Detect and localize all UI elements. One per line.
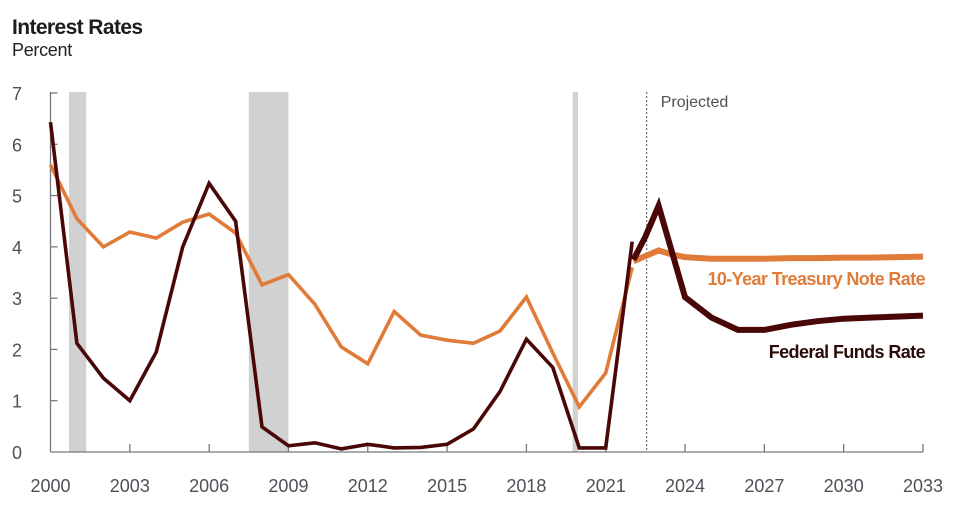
- x-tick-label: 2006: [189, 476, 229, 496]
- series-lines: [48, 121, 924, 451]
- y-tick-label: 6: [12, 135, 22, 155]
- projected-label: Projected: [661, 94, 729, 111]
- recession-bands: [69, 92, 578, 452]
- chart-title: Interest Rates: [12, 16, 143, 39]
- y-tick-label: 3: [12, 289, 22, 309]
- x-tick-label: 2021: [586, 476, 626, 496]
- x-tick-label: 2015: [427, 476, 467, 496]
- x-tick-label: 2027: [744, 476, 784, 496]
- treasury-rate-projected-line: [632, 247, 924, 264]
- fed-funds-rate-historical-line: [48, 121, 634, 451]
- x-tick-label: 2000: [30, 476, 70, 496]
- treasury-rate-label: 10-Year Treasury Note Rate: [707, 269, 925, 289]
- x-tick-label: 2003: [110, 476, 150, 496]
- chart-subtitle: Percent: [12, 40, 72, 60]
- x-tick-label: 2018: [506, 476, 546, 496]
- projection-marker: Projected: [646, 92, 729, 452]
- axes: 0 1 2 3 4 5 6 7 2000 2003 2006 2009 2012 2015 2018 2021…: [12, 84, 943, 496]
- recession-band: [572, 92, 578, 452]
- x-tick-label: 2009: [268, 476, 308, 496]
- y-tick-label: 7: [12, 84, 22, 104]
- x-tick-label: 2024: [665, 476, 705, 496]
- y-tick-label: 0: [12, 443, 22, 463]
- fed-funds-rate-label: Federal Funds Rate: [769, 342, 926, 362]
- y-tick-label: 4: [12, 238, 22, 258]
- x-tick-label: 2030: [824, 476, 864, 496]
- fed-funds-rate-projected-line: [630, 196, 924, 333]
- y-tick-label: 1: [12, 392, 22, 412]
- x-tick-label: 2033: [903, 476, 943, 496]
- series-labels: 10-Year Treasury Note Rate Federal Funds …: [707, 269, 926, 362]
- y-tick-label: 5: [12, 187, 22, 207]
- recession-band: [69, 92, 87, 452]
- x-tick-label: 2012: [348, 476, 388, 496]
- treasury-rate-historical-line: [48, 164, 634, 411]
- y-tick-label: 2: [12, 340, 22, 360]
